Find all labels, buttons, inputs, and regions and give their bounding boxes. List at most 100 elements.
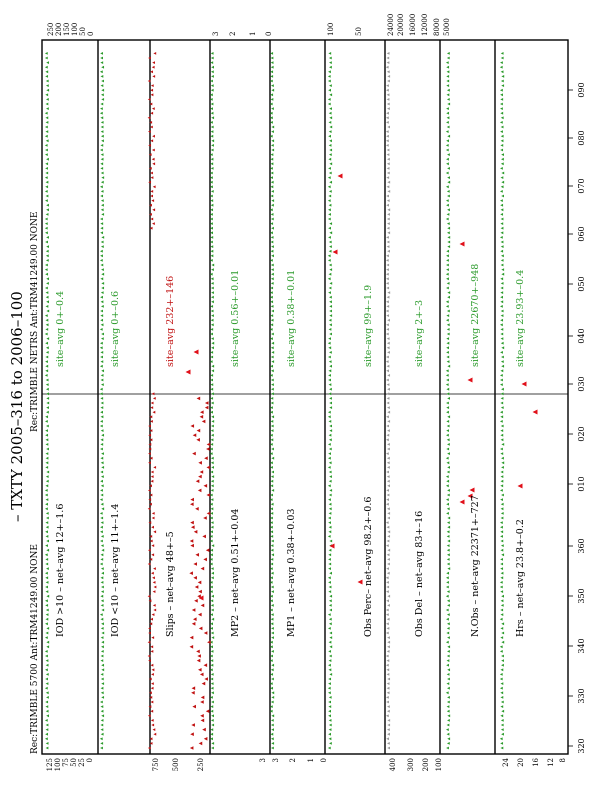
data-point: [100, 553, 104, 557]
data-point: [499, 673, 503, 676]
data-point: [101, 93, 104, 97]
data-point: [99, 259, 103, 262]
data-point: [500, 213, 504, 216]
data-point: [271, 742, 275, 745]
data-point: [501, 553, 505, 557]
data-point: [447, 645, 451, 649]
data-point: [148, 56, 151, 60]
data-point: [445, 130, 449, 133]
data-point: [446, 410, 449, 414]
data-point: [211, 475, 215, 478]
data-point: [46, 88, 50, 92]
data-point: [46, 157, 49, 161]
data-point: [270, 249, 274, 253]
data-point: [328, 111, 332, 115]
data-point: [210, 282, 214, 285]
data-point: [445, 171, 449, 175]
data-point: [446, 125, 450, 129]
data-point: [100, 360, 104, 363]
data-point: [270, 668, 274, 672]
y-tick-right-label: 2: [229, 32, 237, 36]
data-point: [100, 249, 103, 253]
data-point: [447, 719, 450, 722]
data-point: [328, 705, 332, 708]
x-tick-label: 040: [577, 328, 586, 343]
data-point: [446, 88, 450, 92]
data-point: [328, 654, 332, 658]
data-point: [328, 668, 332, 672]
data-point: [45, 479, 49, 483]
data-point: [100, 401, 104, 405]
data-point: [386, 378, 389, 382]
data-point: [329, 148, 333, 152]
y-tick-right-label: 50: [79, 27, 87, 36]
data-point: [447, 714, 451, 718]
data-point: [328, 52, 332, 55]
data-point: [501, 461, 505, 465]
data-point: [99, 346, 103, 350]
data-point: [270, 594, 273, 598]
data-point: [500, 530, 504, 534]
data-point: [387, 640, 391, 644]
x-tick-label: 090: [577, 82, 586, 97]
data-point: [446, 93, 450, 97]
data-point: [446, 613, 450, 616]
data-point: [499, 323, 503, 327]
data-point: [446, 562, 450, 566]
data-point: [387, 604, 390, 607]
data-point: [386, 659, 390, 662]
data-point: [386, 392, 390, 396]
data-point: [100, 374, 104, 377]
data-point: [500, 590, 504, 593]
data-point: [148, 447, 152, 451]
data-point: [386, 705, 390, 708]
slip-point: [206, 447, 210, 451]
data-point: [447, 194, 450, 198]
data-point: [270, 217, 274, 221]
data-point: [500, 489, 503, 492]
slip-point: [193, 576, 197, 580]
data-point: [328, 617, 332, 621]
data-point: [328, 213, 331, 216]
data-point: [99, 512, 103, 515]
data-point: [446, 309, 450, 313]
data-point: [45, 295, 49, 299]
data-point: [45, 604, 49, 607]
data-point: [270, 424, 274, 428]
data-point: [44, 493, 48, 497]
data-point: [447, 516, 451, 520]
data-point: [446, 378, 449, 382]
data-point: [44, 56, 48, 60]
data-point: [100, 530, 103, 534]
data-point: [271, 107, 274, 110]
slip-point: [199, 470, 204, 474]
data-point: [210, 525, 214, 529]
data-point: [328, 134, 332, 138]
y-tick-left-label: 200: [422, 758, 430, 771]
slip-point: [190, 525, 195, 529]
data-point: [211, 139, 215, 143]
data-point: [44, 226, 48, 230]
slip-point: [192, 451, 196, 456]
data-point: [385, 714, 389, 718]
data-point: [101, 507, 105, 511]
data-point: [45, 654, 48, 658]
data-point: [500, 714, 504, 718]
data-point: [101, 696, 105, 699]
data-point: [446, 254, 449, 258]
data-point: [328, 194, 332, 198]
data-point: [45, 272, 49, 276]
data-point: [329, 332, 332, 336]
data-point: [500, 397, 504, 400]
data-point: [270, 346, 274, 350]
data-point: [500, 604, 504, 607]
y-tick-left-label: 12: [547, 758, 555, 767]
data-point: [45, 93, 49, 97]
data-point: [386, 369, 389, 373]
data-point: [271, 190, 274, 193]
data-point: [147, 562, 151, 566]
data-point: [500, 240, 504, 244]
data-point: [45, 438, 49, 442]
data-point: [151, 148, 155, 152]
